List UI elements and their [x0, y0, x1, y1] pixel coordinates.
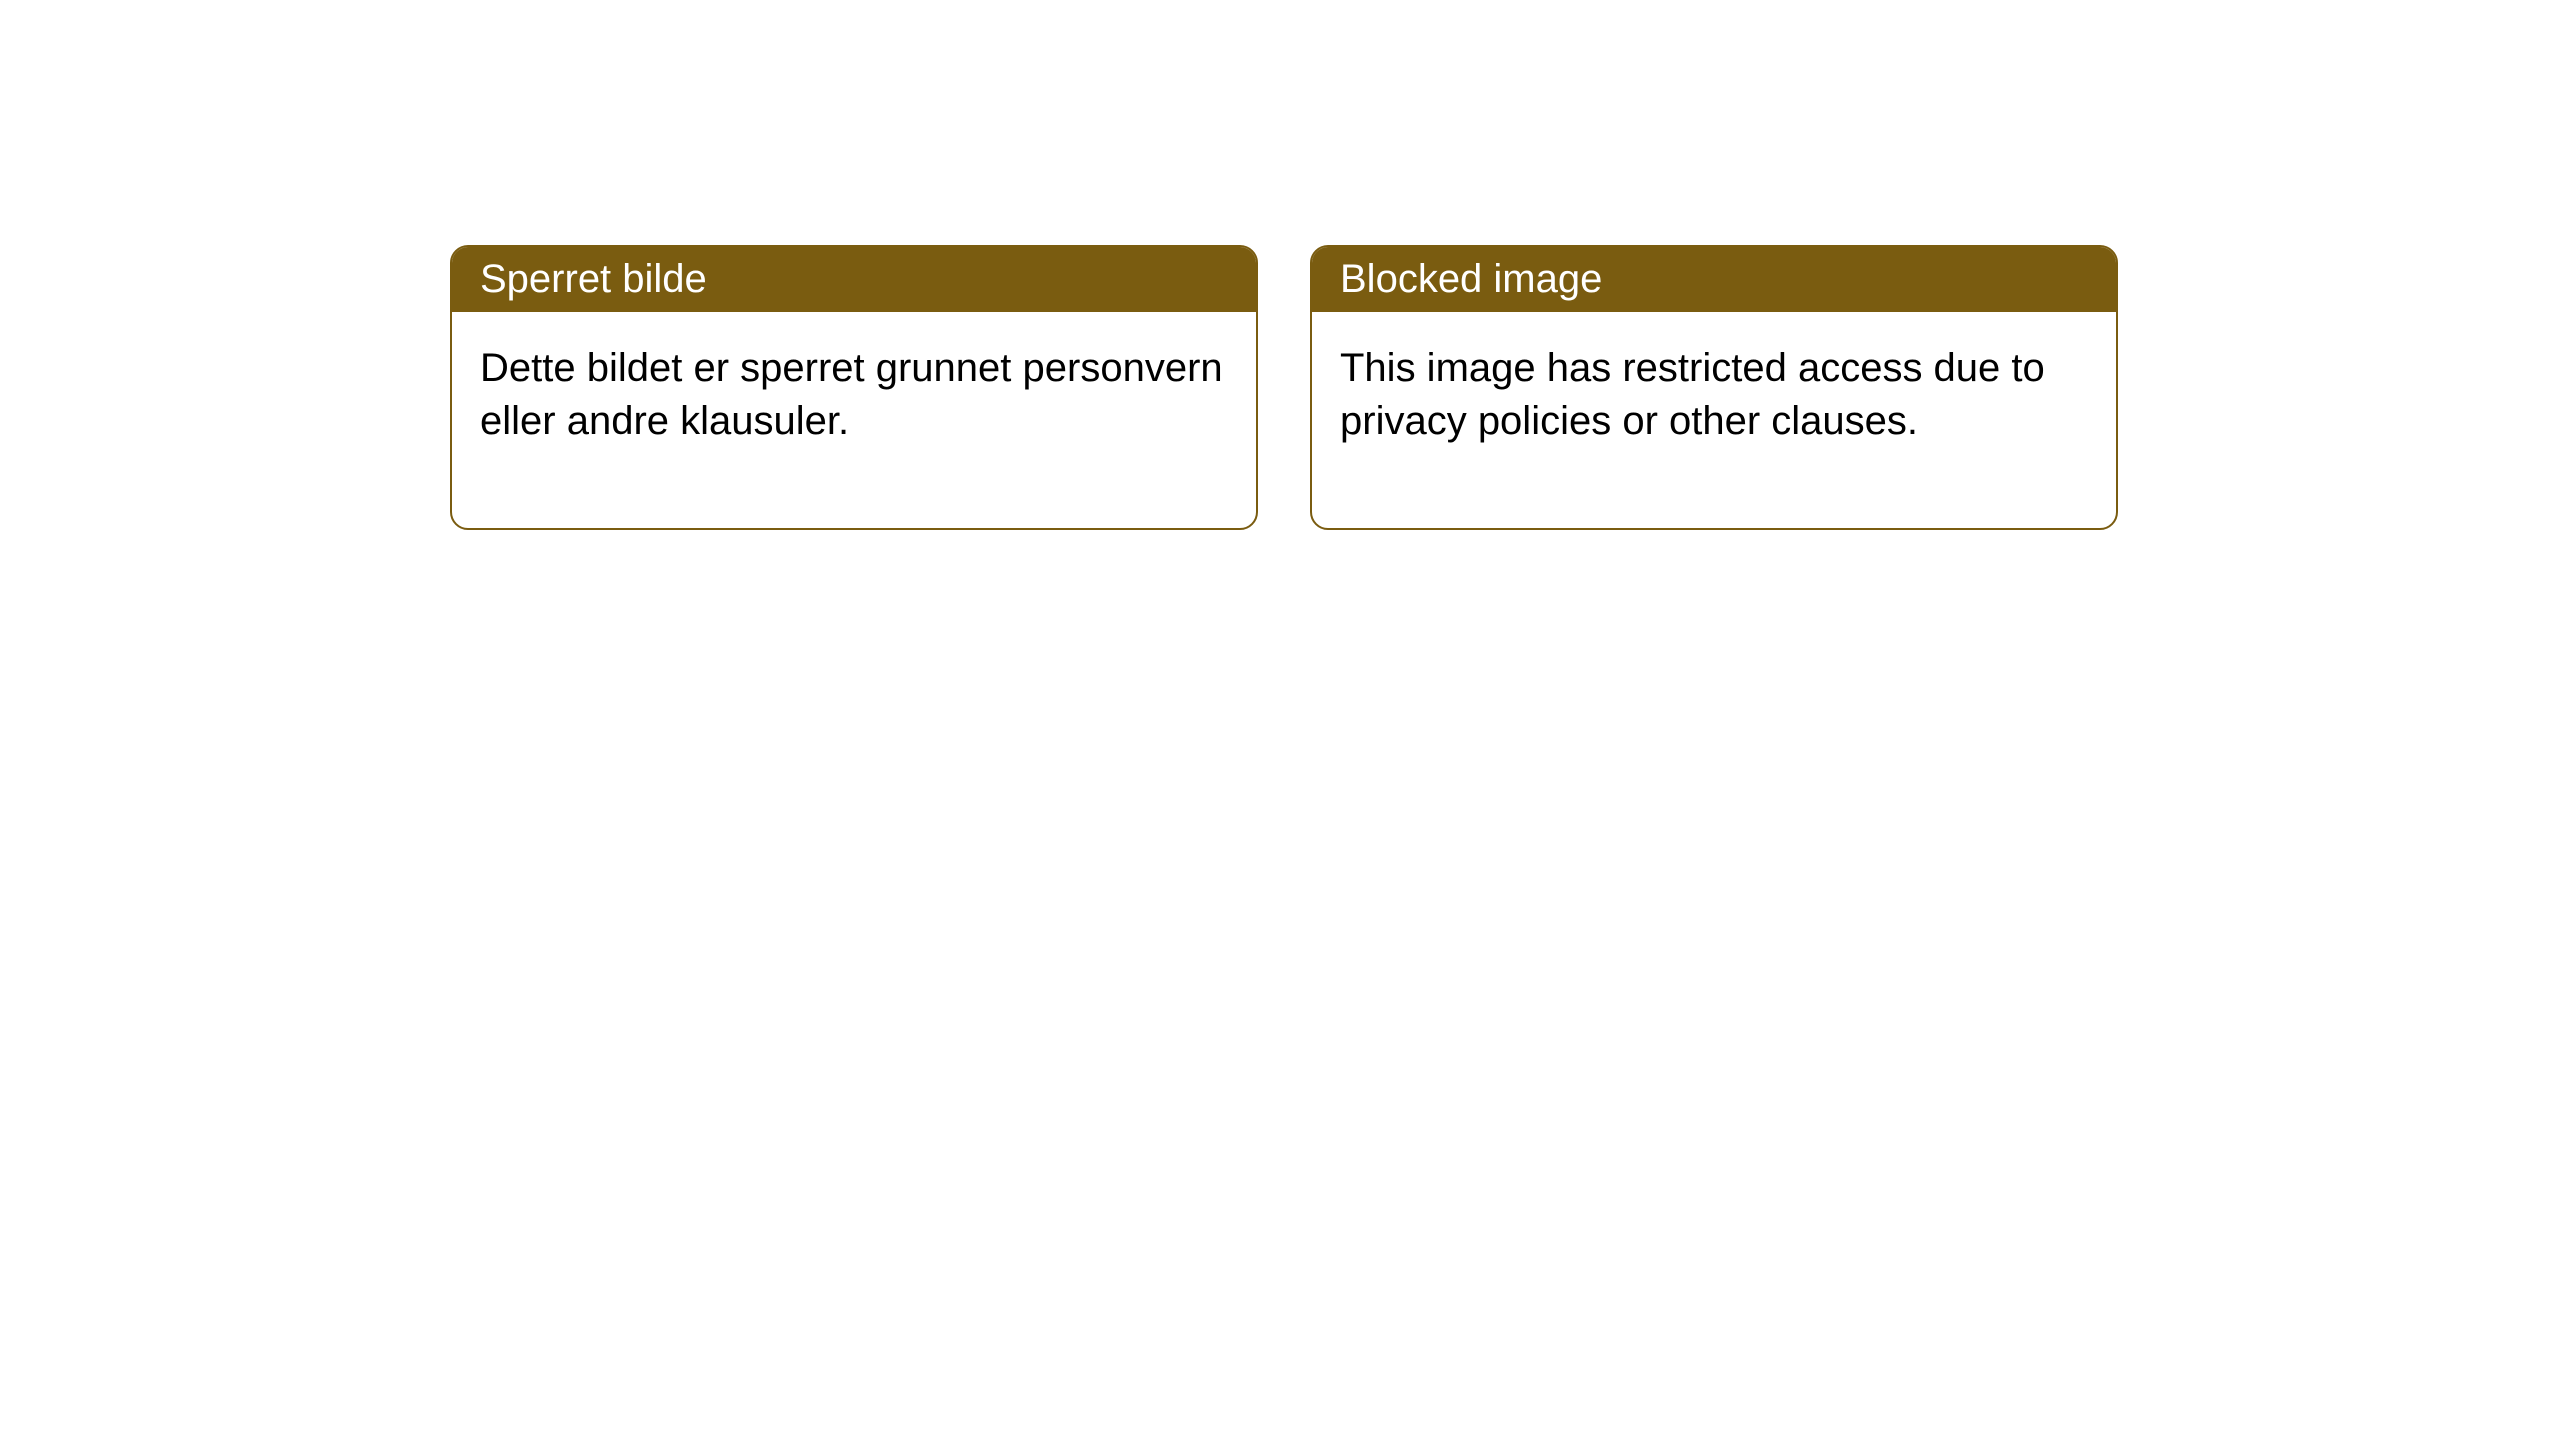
notice-header: Sperret bilde [452, 247, 1256, 312]
notice-title: Blocked image [1340, 257, 1602, 301]
notice-title: Sperret bilde [480, 257, 707, 301]
notice-message: This image has restricted access due to … [1340, 346, 2045, 443]
notice-message: Dette bildet er sperret grunnet personve… [480, 346, 1223, 443]
notice-box-norwegian: Sperret bilde Dette bildet er sperret gr… [450, 245, 1258, 530]
notice-header: Blocked image [1312, 247, 2116, 312]
notice-container: Sperret bilde Dette bildet er sperret gr… [450, 245, 2118, 530]
notice-box-english: Blocked image This image has restricted … [1310, 245, 2118, 530]
notice-body: This image has restricted access due to … [1312, 312, 2116, 528]
notice-body: Dette bildet er sperret grunnet personve… [452, 312, 1256, 528]
